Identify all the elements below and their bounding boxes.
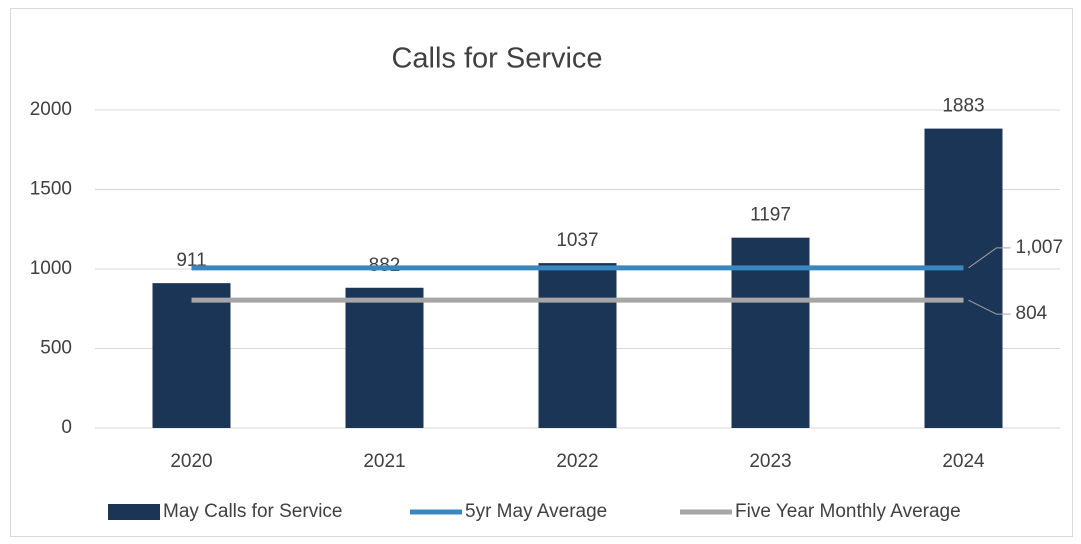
legend-label: Five Year Monthly Average (735, 501, 961, 522)
data-label: 1197 (750, 205, 791, 226)
bar (924, 128, 1003, 428)
bar (538, 263, 617, 428)
y-tick-label: 1000 (30, 258, 72, 279)
x-tick-label: 2024 (942, 451, 985, 472)
data-label: 804 (1016, 303, 1048, 324)
x-tick-label: 2020 (170, 451, 212, 472)
legend-label: 5yr May Average (465, 501, 607, 522)
leader-line (968, 299, 1011, 315)
data-label: 882 (369, 255, 401, 276)
chart-title: Calls for Service (391, 43, 602, 75)
data-label: 1883 (942, 96, 984, 117)
bar (345, 287, 424, 428)
legend-label: May Calls for Service (163, 501, 343, 522)
x-tick-label: 2023 (749, 451, 791, 472)
y-tick-label: 1500 (30, 179, 72, 200)
leader-line (968, 247, 1011, 269)
data-label: 1,007 (1016, 237, 1064, 258)
x-tick-label: 2021 (363, 451, 405, 472)
x-tick-label: 2022 (556, 451, 598, 472)
y-tick-label: 500 (40, 338, 72, 359)
legend-swatch (108, 504, 160, 520)
data-label: 1037 (556, 230, 598, 251)
y-tick-label: 0 (61, 417, 72, 438)
y-tick-label: 2000 (30, 99, 72, 120)
bar (152, 283, 231, 428)
